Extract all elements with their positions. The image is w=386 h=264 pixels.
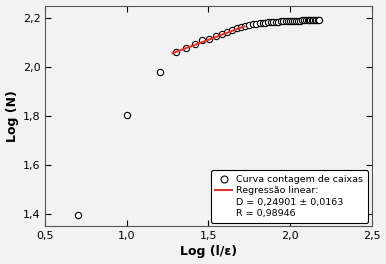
X-axis label: Log (l/ε): Log (l/ε) [180,246,237,258]
Legend: Curva contagem de caixas, Regressão linear:, D = 0,24901 ± 0,0163, R = 0,98946: Curva contagem de caixas, Regressão line… [211,170,368,223]
Y-axis label: Log (N): Log (N) [5,90,19,142]
